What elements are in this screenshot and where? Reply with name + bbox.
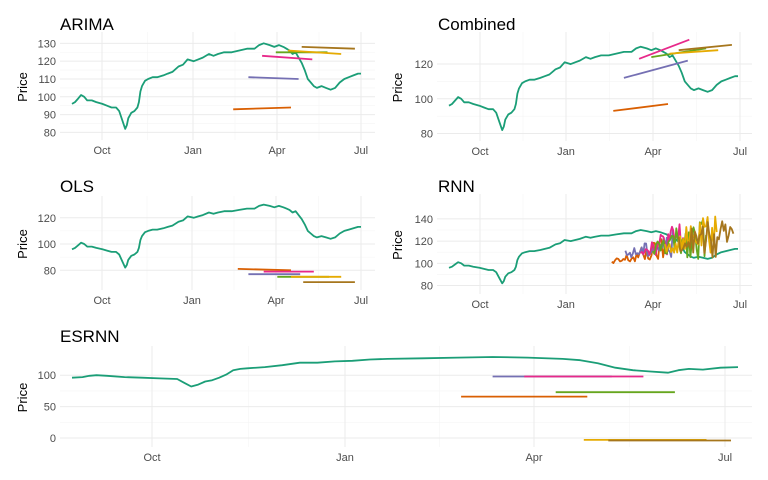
x-tick-label: Jan [183, 295, 201, 307]
y-tick-label: 80 [44, 265, 56, 277]
panel-combined: Combined Price 80 100 120 Oct Jan Apr Jul [390, 15, 752, 158]
x-tick-label: Apr [268, 145, 285, 157]
panel-title: OLS [60, 177, 94, 196]
y-tick-label: 100 [38, 370, 56, 382]
x-tick-label: Jan [184, 145, 202, 157]
x-tick-label: Oct [93, 295, 110, 307]
panel-arima: ARIMA Price 80 90 100 110 120 130 Oct Jan Apr Jul [15, 15, 375, 157]
y-tick-label: 80 [421, 281, 433, 293]
y-tick-label: 120 [38, 56, 56, 68]
y-tick-label: 110 [38, 74, 56, 86]
y-tick-label: 100 [38, 92, 56, 104]
series-forecast-5 [287, 49, 342, 55]
series-actual [71, 356, 739, 388]
y-tick-label: 0 [50, 433, 56, 445]
x-tick-label: Apr [644, 299, 661, 311]
series-forecast-5 [669, 49, 719, 55]
x-tick-label: Jul [733, 146, 747, 158]
y-axis-label: Price [390, 73, 405, 103]
y-tick-label: 130 [38, 38, 56, 50]
series-forecast-1 [233, 106, 292, 111]
panel-esrnn: ESRNN Price 0 50 100 Oct Jan Apr Jul [15, 327, 752, 464]
y-tick-label: 50 [44, 402, 56, 414]
y-axis-label: Price [15, 383, 30, 413]
y-axis-label: Price [390, 230, 405, 260]
series-forecast-3 [638, 38, 690, 60]
series-forecast-6 [677, 220, 735, 259]
x-tick-label: Jan [557, 146, 575, 158]
series-forecast-2 [248, 76, 299, 80]
panel-title: Combined [438, 15, 516, 34]
y-tick-label: 120 [38, 213, 56, 225]
x-tick-label: Apr [267, 295, 284, 307]
y-tick-label: 120 [415, 59, 433, 71]
panel-title: ESRNN [60, 327, 120, 346]
series-actual [71, 203, 361, 269]
x-tick-label: Apr [644, 146, 661, 158]
panel-title: RNN [438, 177, 475, 196]
y-tick-label: 90 [44, 110, 56, 122]
y-tick-label: 100 [415, 258, 433, 270]
series-actual [448, 45, 738, 132]
x-tick-label: Apr [525, 452, 542, 464]
y-axis-label: Price [15, 229, 30, 259]
series-actual [71, 42, 361, 130]
series-actual [448, 229, 738, 285]
x-tick-label: Jan [557, 299, 575, 311]
y-axis-label: Price [15, 72, 30, 102]
x-tick-label: Jul [354, 145, 368, 157]
x-tick-label: Jul [718, 452, 732, 464]
y-tick-label: 80 [421, 129, 433, 141]
y-tick-label: 120 [415, 236, 433, 248]
x-tick-label: Oct [471, 146, 488, 158]
y-tick-label: 80 [44, 127, 56, 139]
x-tick-label: Jul [354, 295, 368, 307]
panel-title: ARIMA [60, 15, 115, 34]
x-tick-label: Oct [471, 299, 488, 311]
y-tick-label: 140 [415, 214, 433, 226]
series-forecast-2 [623, 59, 689, 79]
series-forecast-6 [301, 46, 355, 50]
x-tick-label: Oct [143, 452, 160, 464]
series-forecast-1 [613, 103, 669, 112]
series-forecast-1 [237, 268, 292, 272]
series-forecast-3 [262, 54, 313, 61]
x-tick-label: Jan [336, 452, 354, 464]
panel-rnn: RNN Price 80 100 120 140 Oct Jan Apr Jul [390, 177, 752, 311]
y-tick-label: 100 [415, 94, 433, 106]
panel-ols: OLS Price 80 100 120 Oct Jan Apr Jul [15, 177, 375, 307]
x-tick-label: Jul [733, 299, 747, 311]
y-tick-label: 100 [38, 239, 56, 251]
x-tick-label: Oct [93, 145, 110, 157]
series-forecast-6 [678, 44, 732, 52]
